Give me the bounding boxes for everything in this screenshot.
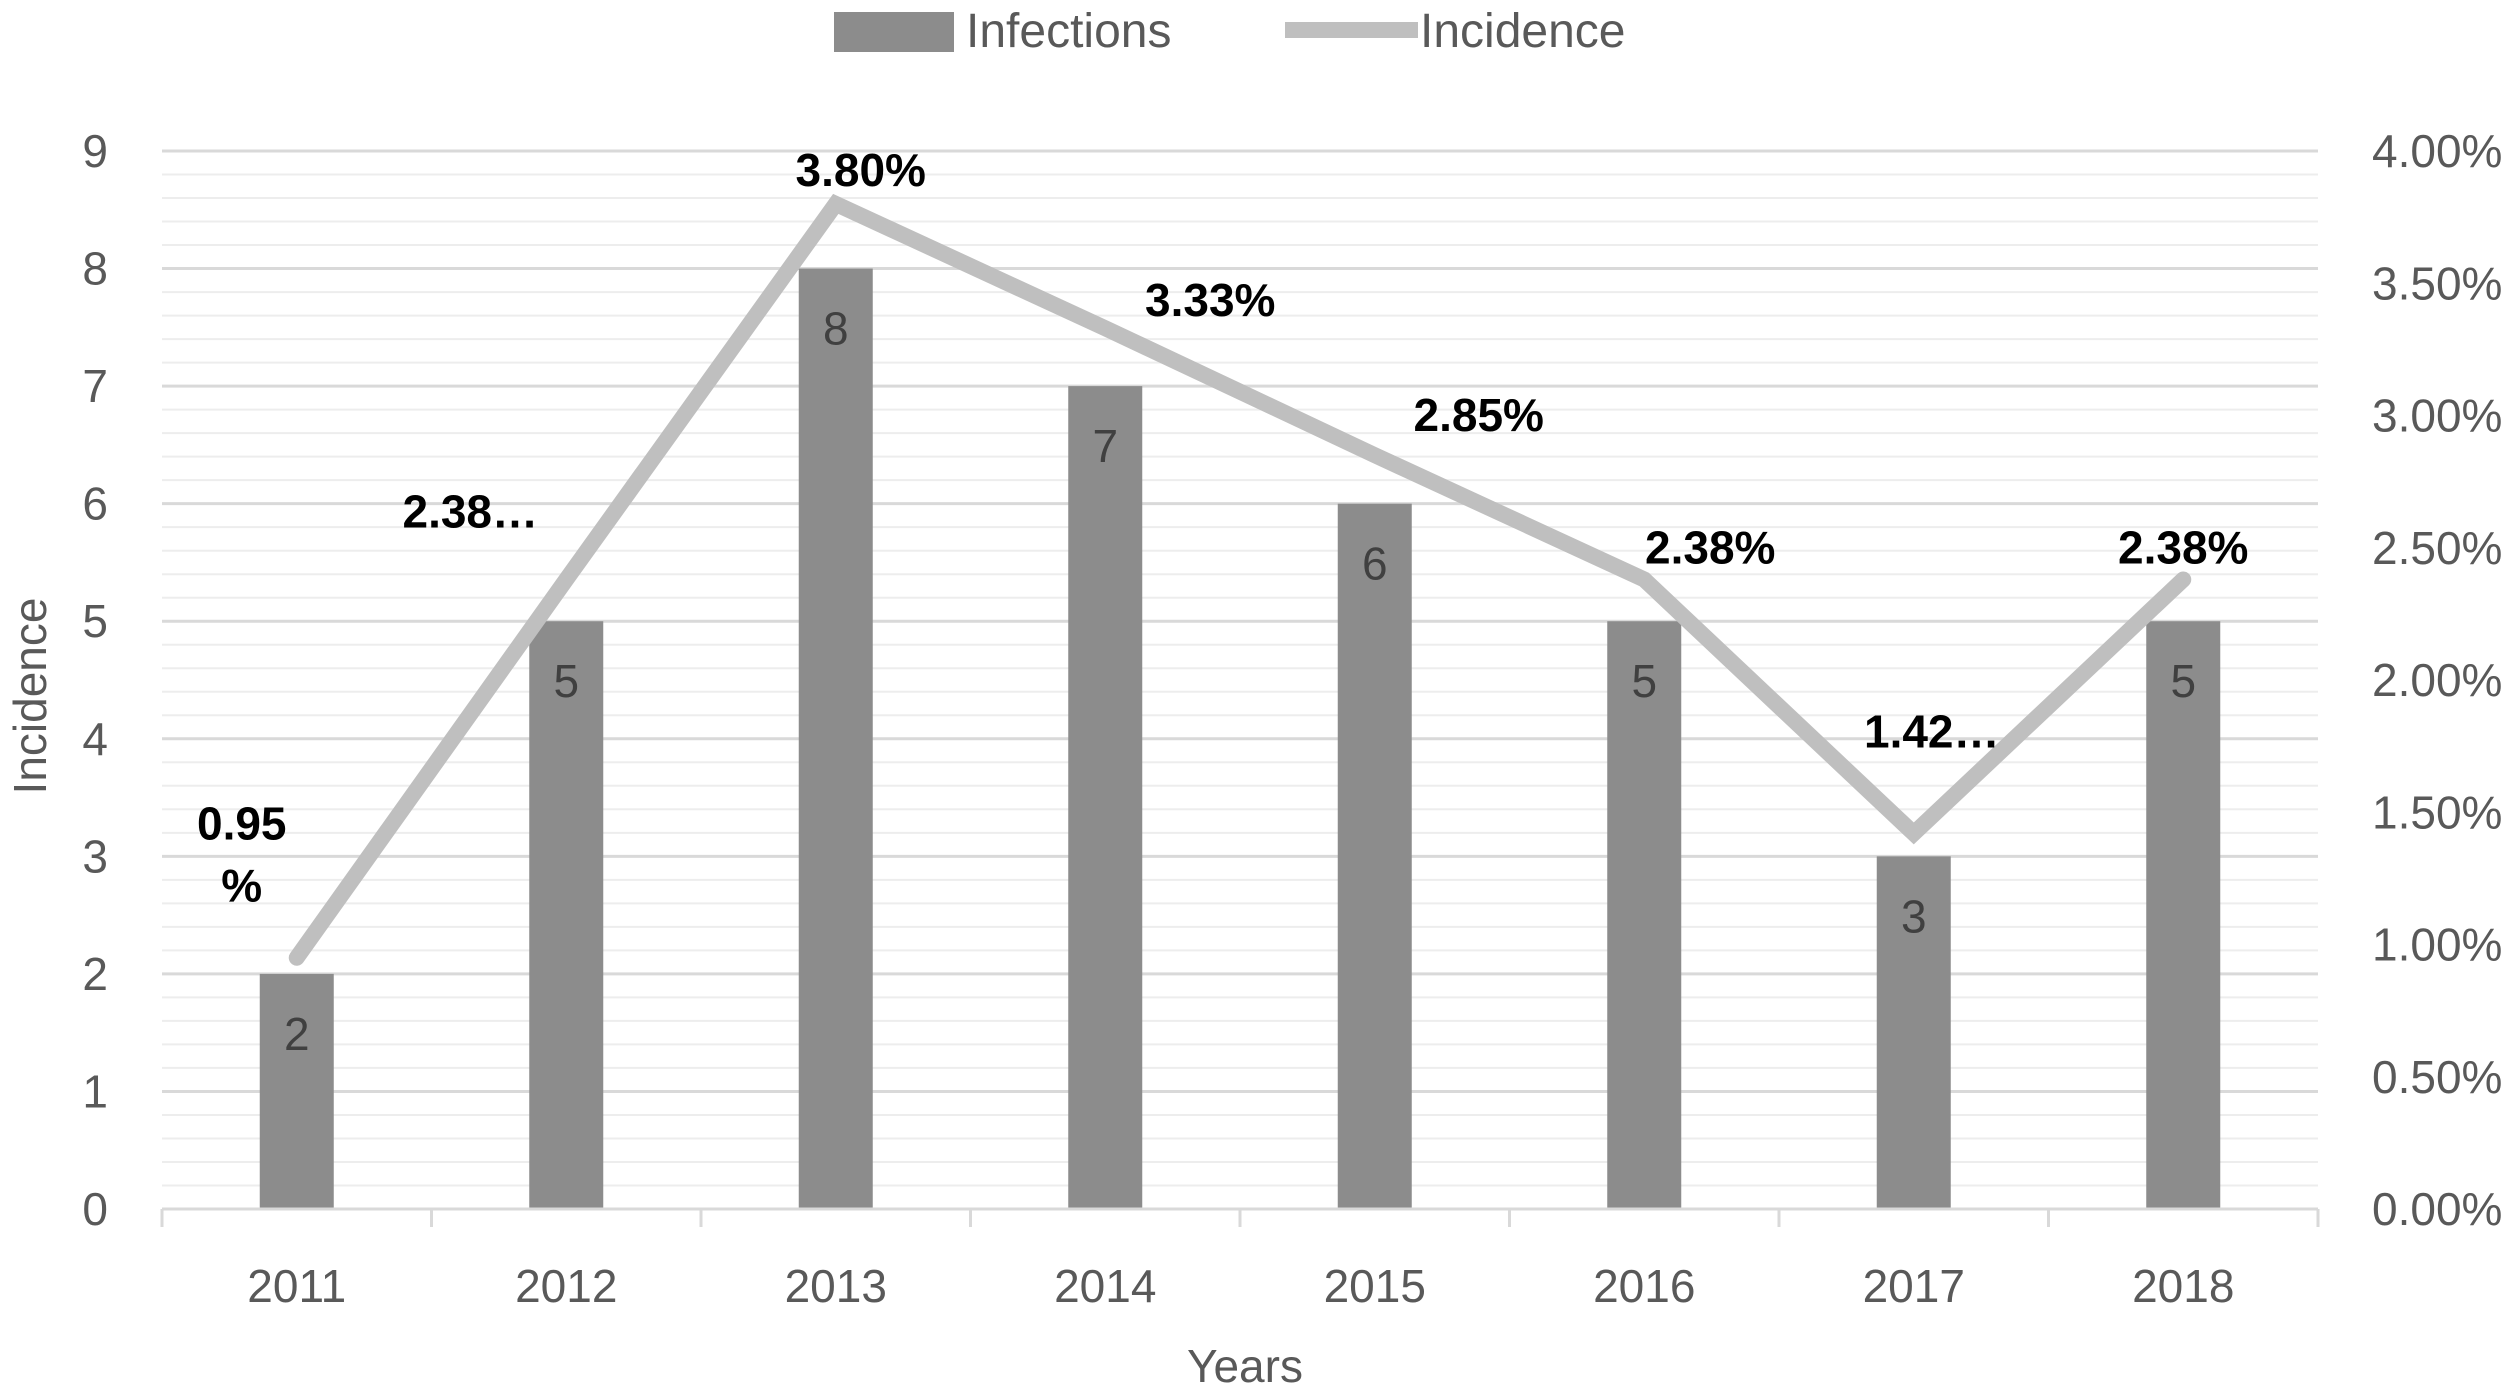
bar-infections <box>2146 621 2221 1209</box>
bar-infections <box>259 973 334 1209</box>
bar-value-label: 2 <box>284 1008 310 1060</box>
y-tick-label: 5 <box>82 595 108 647</box>
bar-infections <box>1876 856 1951 1209</box>
incidence-value-label: 0.95 <box>197 798 287 850</box>
x-tick-label: 2011 <box>247 1260 346 1312</box>
y2-tick-label: 2.00% <box>2372 654 2502 706</box>
bars: 2 5 8 7 6 5 3 5 <box>259 268 2221 1210</box>
incidence-value-label: 2.85% <box>1414 389 1544 441</box>
incidence-point <box>295 956 298 959</box>
legend: Infections Incidence <box>834 5 1625 58</box>
incidence-value-label: 2.38% <box>1645 521 1775 573</box>
y-axis-right: 0.00% 0.50% 1.00% 1.50% 2.00% 2.50% 3.00% 3.50%… <box>2372 125 2502 1235</box>
bar-infections <box>1337 503 1412 1210</box>
incidence-value-label: 2.38% <box>2118 521 2248 573</box>
y2-tick-label: 3.00% <box>2372 390 2502 442</box>
legend-swatch-infections <box>834 12 954 52</box>
y2-tick-label: 4.00% <box>2372 125 2502 177</box>
bar-value-label: 5 <box>2170 655 2196 707</box>
data-labels: 0.95% 2.38… 3.80% 3.33% 2.85% 2.38% 1.42… 2.38% <box>197 144 2248 912</box>
x-tick-label: 2018 <box>2132 1260 2234 1312</box>
bar-value-label: 7 <box>1092 420 1118 472</box>
y-axis-title: Incidence <box>4 598 56 795</box>
incidence-point <box>2182 578 2185 581</box>
bar-value-label: 5 <box>1631 655 1657 707</box>
bar-value-label: 5 <box>553 655 579 707</box>
x-tick-label: 2013 <box>785 1260 887 1312</box>
y2-tick-label: 1.00% <box>2372 919 2502 971</box>
legend-label-infections: Infections <box>966 5 1171 58</box>
y-tick-label: 4 <box>82 713 108 765</box>
y2-tick-label: 3.50% <box>2372 257 2502 309</box>
bar-value-label: 3 <box>1901 890 1927 942</box>
incidence-point <box>565 578 568 581</box>
incidence-line <box>288 193 2192 966</box>
incidence-value-label: 3.80% <box>796 144 926 196</box>
y-tick-label: 7 <box>82 360 108 412</box>
incidence-line-path <box>288 193 2192 966</box>
incidence-point <box>1643 578 1646 581</box>
x-tick-label: 2017 <box>1863 1260 1965 1312</box>
incidence-value-label: % <box>221 860 262 912</box>
y2-tick-label: 0.00% <box>2372 1183 2502 1235</box>
y-tick-label: 1 <box>82 1065 108 1117</box>
bar-infections <box>529 621 604 1209</box>
y2-tick-label: 0.50% <box>2372 1051 2502 1103</box>
bar-infections <box>1607 621 1682 1209</box>
bar-infections <box>798 268 873 1209</box>
incidence-point <box>834 202 837 205</box>
x-tick-label: 2012 <box>515 1260 617 1312</box>
gridlines <box>162 149 2318 1211</box>
y-tick-label: 2 <box>82 948 108 1000</box>
bar-value-label: 6 <box>1362 538 1388 590</box>
y-axis-left: 0 1 2 3 4 5 6 7 8 9 <box>82 125 108 1235</box>
x-tick-label: 2014 <box>1054 1260 1156 1312</box>
y-tick-label: 0 <box>82 1183 108 1235</box>
bar-infections <box>1068 386 1143 1210</box>
incidence-point <box>1104 327 1107 330</box>
legend-label-incidence: Incidence <box>1420 5 1625 58</box>
x-axis: 2011 2012 2013 2014 2015 2016 2017 2018 <box>160 1207 2320 1312</box>
x-tick-label: 2015 <box>1324 1260 1426 1312</box>
y-tick-label: 9 <box>82 125 108 177</box>
incidence-point <box>1912 832 1915 835</box>
incidence-value-label: 2.38… <box>402 485 538 537</box>
incidence-value-label: 3.33% <box>1145 274 1275 326</box>
incidence-value-label: 1.42… <box>1864 705 2000 757</box>
y-tick-label: 6 <box>82 478 108 530</box>
y2-tick-label: 1.50% <box>2372 786 2502 838</box>
x-tick-label: 2016 <box>1593 1260 1695 1312</box>
x-axis-title: Years <box>1187 1340 1303 1392</box>
y-tick-label: 3 <box>82 830 108 882</box>
y2-tick-label: 2.50% <box>2372 522 2502 574</box>
bar-value-label: 8 <box>823 303 849 355</box>
y-tick-label: 8 <box>82 243 108 295</box>
incidence-point <box>1373 454 1376 457</box>
